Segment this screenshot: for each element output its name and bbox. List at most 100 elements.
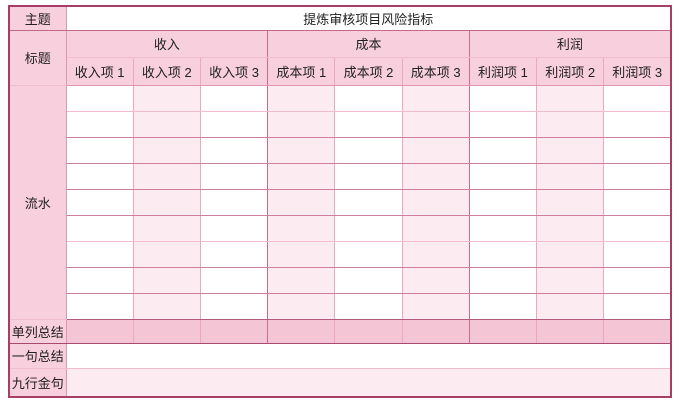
sub-header-profit-2: 利润项 2 <box>536 56 605 86</box>
risk-indicator-table: 主题 提炼审核项目风险指标 标题 收入 成本 利润 收入项 1 收入项 2 收入… <box>8 5 672 398</box>
flow-cell <box>468 110 538 138</box>
flow-row <box>9 136 672 164</box>
group-header-row: 标题 收入 成本 利润 <box>8 29 672 86</box>
flow-cell <box>334 188 403 216</box>
sub-header-cost-1: 成本项 1 <box>267 56 336 86</box>
flow-cell <box>536 266 605 294</box>
sub-header-income-3: 收入项 3 <box>199 56 269 86</box>
flow-cell <box>536 292 605 320</box>
flow-cell <box>334 292 403 320</box>
flow-cell <box>132 292 201 320</box>
flow-cell <box>132 162 201 190</box>
flow-cell <box>267 240 336 268</box>
column-summary-cell <box>267 318 336 344</box>
flow-cell <box>603 266 672 294</box>
flow-cell <box>603 110 672 138</box>
flow-cell <box>334 240 403 268</box>
sub-header-profit-3: 利润项 3 <box>603 56 672 86</box>
flow-cell <box>334 136 403 164</box>
flow-row <box>9 162 672 190</box>
golden-lines-label: 九行金句 <box>8 367 67 398</box>
flow-row <box>9 292 672 320</box>
flow-cell <box>468 162 538 190</box>
sub-header-income-1: 收入项 1 <box>65 56 134 86</box>
sentence-summary-value <box>65 342 672 369</box>
flow-cell <box>468 214 538 242</box>
summary-rows: 单列总结 一句总结 九行金句 <box>8 318 672 398</box>
flow-cell <box>199 292 269 320</box>
flow-cell <box>536 188 605 216</box>
flow-cell <box>199 214 269 242</box>
flow-cell <box>334 110 403 138</box>
flow-row <box>9 214 672 242</box>
sentence-summary-label: 一句总结 <box>8 342 67 369</box>
flow-cell <box>267 266 336 294</box>
golden-lines-row: 九行金句 <box>8 367 672 398</box>
flow-cell <box>65 188 134 216</box>
flow-cell <box>536 214 605 242</box>
flow-cell <box>401 84 470 112</box>
flow-cell <box>132 214 201 242</box>
group-header-cost: 成本 <box>267 29 470 58</box>
flow-cell <box>267 162 336 190</box>
sub-header-row: 收入项 1 收入项 2 收入项 3 成本项 1 成本项 2 成本项 3 利润项 … <box>9 56 672 86</box>
flow-cell <box>132 188 201 216</box>
flow-row <box>9 188 672 216</box>
flow-cell <box>603 162 672 190</box>
flow-cell <box>267 110 336 138</box>
flow-cell <box>199 162 269 190</box>
flow-cell <box>132 240 201 268</box>
flow-cell <box>401 136 470 164</box>
flow-row: 流水 <box>8 84 672 320</box>
flow-cell <box>603 84 672 112</box>
column-summary-cell <box>468 318 538 344</box>
flow-cell <box>334 162 403 190</box>
flow-cell <box>65 110 134 138</box>
flow-cell <box>267 292 336 320</box>
flow-row <box>9 240 672 268</box>
flow-row <box>9 110 672 138</box>
flow-cell <box>65 136 134 164</box>
column-summary-label: 单列总结 <box>8 318 67 344</box>
flow-cell <box>65 292 134 320</box>
header-label: 标题 <box>8 29 67 86</box>
flow-cell <box>199 110 269 138</box>
flow-cell <box>603 136 672 164</box>
column-summary-row: 单列总结 <box>8 318 672 344</box>
column-summary-cell <box>603 318 672 344</box>
column-summary-cell <box>334 318 403 344</box>
flow-cell <box>536 162 605 190</box>
sentence-summary-row: 一句总结 <box>8 342 672 369</box>
column-summary-cell <box>199 318 269 344</box>
flow-cell <box>536 240 605 268</box>
flow-cell <box>65 162 134 190</box>
flow-cell <box>468 266 538 294</box>
flow-cell <box>468 136 538 164</box>
column-summary-cell <box>536 318 605 344</box>
flow-cell <box>603 240 672 268</box>
flow-cell <box>401 292 470 320</box>
flow-cell <box>267 214 336 242</box>
column-summary-cell <box>132 318 201 344</box>
flow-cell <box>468 188 538 216</box>
flow-cell <box>132 84 201 112</box>
flow-cell <box>199 266 269 294</box>
flow-cell <box>65 240 134 268</box>
flow-cell <box>536 84 605 112</box>
flow-cell <box>603 214 672 242</box>
flow-cell <box>401 188 470 216</box>
flow-cell <box>468 292 538 320</box>
flow-cell <box>401 240 470 268</box>
sub-header-profit-1: 利润项 1 <box>468 56 538 86</box>
flow-cell <box>267 136 336 164</box>
flow-cell <box>65 84 134 112</box>
sub-header-income-2: 收入项 2 <box>132 56 201 86</box>
flow-cell <box>334 84 403 112</box>
flow-label: 流水 <box>8 84 67 320</box>
flow-cell <box>603 188 672 216</box>
golden-lines-value <box>65 367 672 398</box>
flow-cell <box>401 266 470 294</box>
theme-row: 主题 提炼审核项目风险指标 <box>8 5 672 31</box>
flow-cell <box>132 136 201 164</box>
flow-cell <box>536 136 605 164</box>
